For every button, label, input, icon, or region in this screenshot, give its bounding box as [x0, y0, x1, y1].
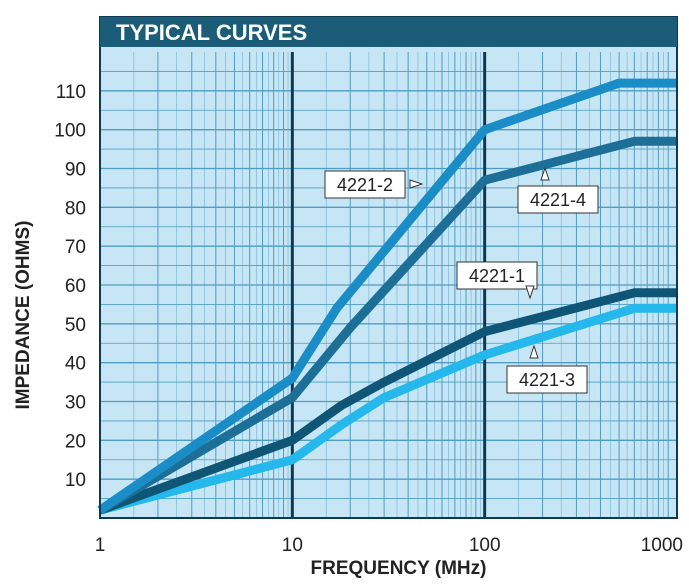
series-label-pointer [529, 344, 539, 359]
y-tick-label: 30 [65, 393, 86, 414]
series-line-4221-1 [98, 288, 677, 515]
x-axis-label: FREQUENCY (MHz) [311, 558, 487, 579]
series-line-4221-2 [97, 78, 677, 514]
series-label: 4221-3 [519, 370, 575, 390]
series-label-box [506, 365, 588, 394]
series-line-4221-3 [98, 303, 677, 515]
series-label: 4221-1 [469, 266, 525, 286]
x-tick-label: 1 [95, 535, 106, 556]
series-label-box [324, 170, 406, 199]
series-line-4221-4 [97, 136, 677, 515]
y-tick-label: 50 [65, 315, 86, 336]
series-labels: 4221-2 4221-4 4221-1 4221-3 [324, 166, 599, 394]
y-tick-label: 90 [65, 160, 86, 181]
series-label-pointer [540, 166, 550, 181]
series-label-box [517, 185, 599, 214]
y-tick-label: 20 [65, 431, 86, 452]
x-tick-label: 1000 [641, 535, 683, 556]
x-tick-label: 10 [282, 535, 303, 556]
y-tick-label: 40 [65, 354, 86, 375]
series-label-pointer [525, 285, 535, 300]
series-label-pointer [409, 179, 424, 189]
y-tick-label: 10 [65, 470, 86, 491]
y-tick-label: 110 [56, 82, 86, 103]
y-tick-label: 80 [65, 198, 86, 219]
y-tick-label: 100 [54, 121, 86, 142]
series-label-box [456, 261, 538, 290]
x-tick-label: 100 [469, 535, 501, 556]
series-label: 4221-2 [337, 175, 393, 195]
title-bar [100, 17, 677, 47]
y-tick-label: 60 [65, 276, 86, 297]
series-lines [97, 78, 677, 515]
series-label: 4221-4 [530, 190, 586, 210]
chart-title: TYPICAL CURVES [116, 20, 307, 45]
y-axis-label: IMPEDANCE (OHMS) [13, 221, 34, 410]
y-tick-label: 70 [65, 237, 86, 258]
